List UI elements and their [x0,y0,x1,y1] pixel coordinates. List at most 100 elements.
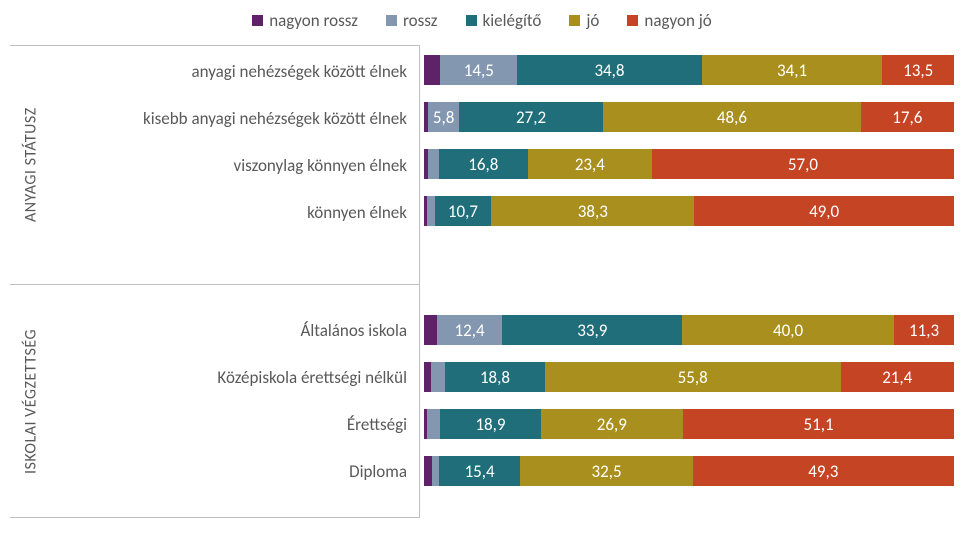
bar-segment-nagyon_jo: 21,4 [841,362,954,392]
bar-value: 26,9 [597,414,627,435]
bar-row: 2,4 12,4 33,9 40,0 11,3 [424,315,954,345]
legend-item-kielegito: kielégítő [466,10,542,31]
category-label: Érettségi [60,410,407,440]
legend-label: kielégítő [483,10,542,31]
bar-value: 21,4 [882,367,912,388]
bar-row: 0,82,016,823,457,0 [424,149,954,179]
bar-segment-jo: 38,3 [491,196,694,226]
bar-segment-kielegito: 33,9 [502,315,682,345]
bar-value: 33,9 [577,320,607,341]
bar-group-iskolai_vegzettseg: 2,412,433,940,011,31,42,618,855,821,40,5… [424,283,954,518]
category-label: kisebb anyagi nehézségek között élnek [60,103,407,133]
bar-row: 0,51,510,738,349,0 [424,196,954,226]
bar-area: 3,114,534,834,113,50,85,827,248,617,60,8… [420,45,954,518]
bar-segment-kielegito: 15,4 [439,456,521,486]
legend-swatch [569,15,580,26]
bar-segment-kielegito: 34,8 [517,55,701,85]
bar-segment-nagyon_jo: 13,5 [882,55,954,85]
bar-segment-jo: 34,1 [702,55,883,85]
bar-segment-nagyon_jo: 51,1 [683,409,954,439]
group-categories: anyagi nehézségek között élnek kisebb any… [52,46,419,284]
category-label: viszonylag könnyen élnek [60,150,407,180]
bar-segment-rossz: 14,5 [440,55,517,85]
bar-value: 16,8 [468,154,498,175]
group-categories: Általános iskola Középiskola érettségi né… [52,285,419,517]
bar-value: 27,2 [516,107,546,128]
bar-segment-nagyon_jo: 11,3 [894,315,954,345]
category-label: Általános iskola [60,316,407,346]
bar-value: 15,4 [465,461,495,482]
bar-segment-rossz: 5,8 [428,102,459,132]
bar-segment-nagyon_jo: 49,3 [693,456,954,486]
group-label: ISKOLAI VÉGZETTSÉG [10,285,52,517]
bar-segment-nagyon_rossz: 2,4 [424,315,437,345]
bar-value: 34,8 [594,60,624,81]
bar-segment-kielegito: 16,8 [439,149,528,179]
bar-value: 5,8 [433,107,454,128]
group-label: ANYAGI STÁTUSZ [10,46,52,284]
bar-value: 14,5 [464,60,494,81]
bar-value: 32,5 [592,461,622,482]
bar-segment-rossz: 2,6 [431,362,445,392]
group-iskolai_vegzettseg: ISKOLAI VÉGZETTSÉG Általános iskola Középi… [10,284,420,518]
bar-value: 57,0 [788,154,818,175]
bar-value: 23,4 [575,154,605,175]
bar-segment-rossz: 1,5 [427,196,435,226]
legend-item-jo: jó [569,10,599,31]
bar-row: 1,51,3 15,4 32,5 49,3 [424,456,954,486]
chart-plot: ANYAGI STÁTUSZanyagi nehézségek között é… [10,45,954,518]
bar-segment-kielegito: 18,8 [445,362,545,392]
bar-segment-nagyon_rossz: 1,5 [424,456,432,486]
stacked-bar-chart: nagyon rossz rossz kielégítő jó nagyon jó AN… [0,0,972,533]
category-label: anyagi nehézségek között élnek [60,56,407,86]
legend-swatch [386,15,397,26]
bar-value: 49,3 [808,461,838,482]
legend-swatch [466,15,477,26]
bar-segment-kielegito: 27,2 [459,102,603,132]
bar-row: 1,42,6 18,8 55,8 21,4 [424,362,954,392]
legend-label: jó [586,10,599,31]
spacer-row [60,244,407,274]
bar-segment-jo: 48,6 [603,102,861,132]
legend-item-nagyon_jo: nagyon jó [627,10,711,31]
bar-segment-nagyon_jo: 49,0 [694,196,954,226]
bar-segment-nagyon_rossz: 1,4 [424,362,431,392]
category-label: könnyen élnek [60,197,407,227]
bar-value: 11,3 [909,320,939,341]
category-label: Középiskola érettségi nélkül [60,363,407,393]
bar-group-anyagi_statusz: 3,114,534,834,113,50,85,827,248,617,60,8… [424,45,954,283]
bar-value: 18,8 [480,367,510,388]
legend-item-rossz: rossz [386,10,437,31]
bar-value: 34,1 [777,60,807,81]
category-label: Diploma [60,457,407,487]
bar-segment-kielegito: 10,7 [435,196,492,226]
bar-value: 55,8 [678,367,708,388]
bar-segment-nagyon_rossz: 3,1 [424,55,440,85]
bar-segment-rossz: 1,3 [432,456,439,486]
bar-segment-kielegito: 18,9 [440,409,540,439]
bar-value: 51,1 [803,414,833,435]
bar-segment-jo: 26,9 [541,409,684,439]
bar-segment-rossz: 2,0 [428,149,439,179]
bar-value: 12,4 [455,320,485,341]
bar-row: 0,52,618,926,951,1 [424,409,954,439]
bar-row: 3,1 14,5 34,8 34,1 13,5 [424,55,954,85]
group-anyagi_statusz: ANYAGI STÁTUSZanyagi nehézségek között é… [10,45,420,284]
chart-legend: nagyon rossz rossz kielégítő jó nagyon jó [10,10,954,31]
bar-segment-jo: 23,4 [528,149,652,179]
bar-segment-jo: 40,0 [682,315,894,345]
bar-value: 49,0 [809,201,839,222]
bar-value: 18,9 [475,414,505,435]
bar-value: 38,3 [578,201,608,222]
spacer-row [424,243,954,273]
legend-item-nagyon_rossz: nagyon rossz [252,10,358,31]
bar-value: 13,5 [903,60,933,81]
legend-swatch [252,15,263,26]
bar-value: 40,0 [773,320,803,341]
bar-value: 48,6 [717,107,747,128]
y-axis-labels: ANYAGI STÁTUSZanyagi nehézségek között é… [10,45,420,518]
bar-segment-rossz: 2,6 [427,409,441,439]
legend-label: nagyon rossz [269,10,358,31]
bar-segment-nagyon_jo: 17,6 [861,102,954,132]
bar-value: 10,7 [448,201,478,222]
